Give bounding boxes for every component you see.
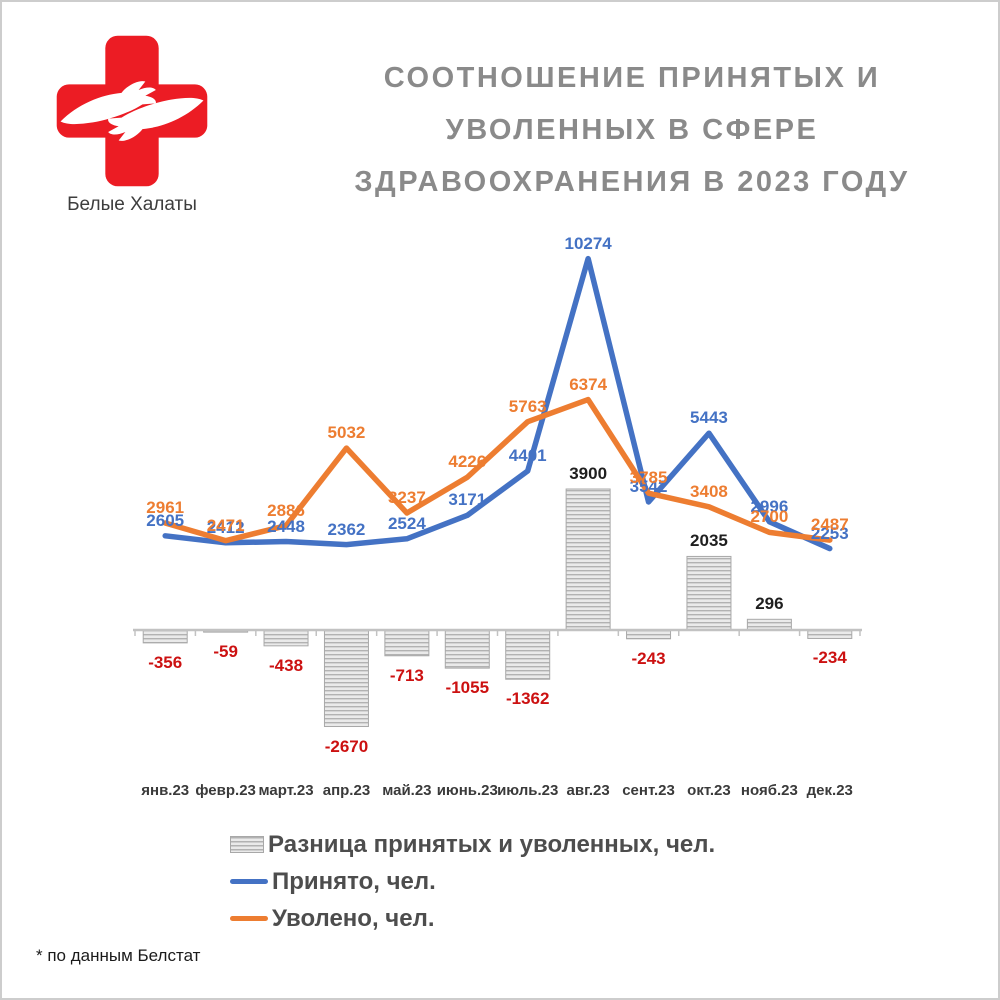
logo: Белые Халаты (40, 30, 224, 216)
difference-bar (384, 629, 430, 657)
line-value-label: 2524 (387, 513, 426, 533)
month-label: окт.23 (687, 782, 731, 799)
month-label: янв.23 (141, 782, 190, 799)
legend-label: Принято, чел. (272, 867, 436, 895)
difference-bar (565, 488, 611, 631)
line-value-label: 5763 (508, 396, 547, 416)
line-value-label: 2605 (146, 510, 185, 530)
line-value-label: 2471 (206, 515, 245, 535)
line-value-label: 2886 (267, 500, 305, 520)
bar-value-label: -1362 (505, 689, 550, 709)
red-cross-hands-icon (56, 35, 208, 187)
difference-bar (323, 629, 369, 728)
difference-bar (444, 629, 490, 669)
footnote: * по данным Белстат (36, 946, 201, 965)
month-label: апр.23 (322, 782, 371, 799)
line-value-label: 2412 (206, 517, 245, 537)
title-line-3: ЗДРАВООХРАНЕНИЯ В 2023 ГОДУ (354, 166, 910, 198)
line-value-label: 2700 (750, 507, 789, 527)
line-value-label: 2253 (810, 523, 849, 543)
line-value-label: 3542 (629, 476, 668, 496)
line-series (162, 255, 833, 552)
bar-value-label: -713 (389, 665, 424, 685)
line-value-label: 3785 (629, 468, 668, 488)
legend: Разница принятых и уволенных, чел. Принят… (230, 826, 715, 937)
line-value-label: 2487 (810, 515, 849, 535)
legend-item: Принято, чел. (230, 863, 715, 900)
line-value-label: 3408 (690, 481, 728, 501)
line-value-label: 5443 (690, 408, 728, 428)
bar-value-label: -59 (213, 642, 238, 662)
line-value-label: 6374 (569, 374, 608, 394)
line-value-label: 2996 (750, 496, 789, 516)
line-value-label: 5032 (327, 423, 366, 443)
month-label: сент.23 (622, 782, 675, 799)
legend-item: Разница принятых и уволенных, чел. (230, 826, 715, 863)
legend-label: Уволено, чел. (272, 904, 435, 932)
line-series (162, 396, 833, 544)
legend-item: Уволено, чел. (230, 900, 715, 937)
bar-value-label: -1055 (445, 678, 490, 698)
month-label: февр.23 (195, 782, 256, 799)
line-value-label: 3237 (387, 487, 426, 507)
line-value-label: 2961 (146, 497, 185, 517)
line-swatch-icon (230, 916, 268, 921)
line-value-label: 4226 (448, 452, 487, 472)
line-value-label: 2362 (327, 519, 366, 539)
month-label: нояб.23 (740, 782, 798, 799)
month-label: дек.23 (806, 782, 853, 799)
line-value-label: 2448 (267, 516, 305, 536)
bar-value-label: -234 (812, 648, 847, 668)
month-label: март.23 (258, 782, 314, 799)
chart-title: СООТНОШЕНИЕ ПРИНЯТЫХ И УВОЛЕННЫХ В СФЕРЕ… (290, 52, 974, 208)
month-label: май.23 (382, 782, 432, 799)
line-value-label: 4401 (508, 445, 547, 465)
month-label: авг.23 (566, 782, 610, 799)
bar-value-label: 2035 (690, 531, 728, 551)
bar-value-label: -356 (148, 652, 183, 672)
line-value-label: 10274 (564, 233, 612, 253)
bar-value-label: -438 (269, 655, 304, 675)
title-line-1: СООТНОШЕНИЕ ПРИНЯТЫХ И (383, 62, 881, 94)
month-label: июль.23 (497, 782, 559, 799)
bar-value-label: 3900 (569, 464, 608, 483)
legend-label: Разница принятых и уволенных, чел. (268, 830, 716, 858)
title-line-2: УВОЛЕННЫХ В СФЕРЕ (445, 114, 819, 146)
brand-name: Белые Халаты (67, 194, 197, 215)
bar-value-label: -243 (631, 648, 666, 668)
line-value-label: 3171 (448, 490, 487, 510)
difference-bar (505, 629, 551, 680)
difference-bar (686, 555, 732, 631)
bar-value-label: 296 (755, 594, 784, 614)
month-label: июнь.23 (436, 782, 498, 799)
bar-value-label: -2670 (324, 736, 369, 756)
line-swatch-icon (230, 879, 268, 884)
bar-swatch-icon (230, 836, 264, 853)
